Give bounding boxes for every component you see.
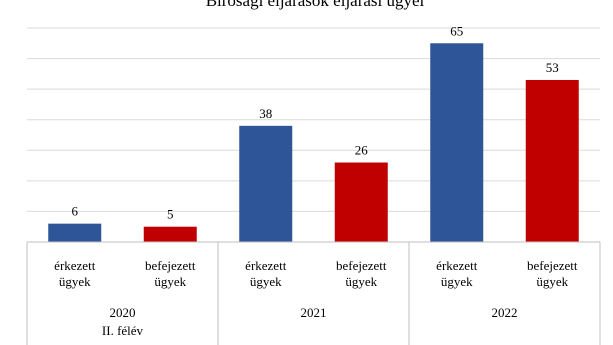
bar xyxy=(48,223,102,242)
group-label: II. félév xyxy=(102,323,144,338)
gridlines xyxy=(27,27,600,212)
category-label: befejezett xyxy=(527,258,578,273)
data-label: 38 xyxy=(259,106,272,121)
category-label: ügyek xyxy=(345,274,377,289)
category-label: ügyek xyxy=(536,274,568,289)
category-label: befejezett xyxy=(145,258,196,273)
data-label: 6 xyxy=(72,204,79,219)
category-label: ügyek xyxy=(59,274,91,289)
data-label: 26 xyxy=(355,143,369,158)
group-label: 2020 xyxy=(110,305,136,320)
data-label: 53 xyxy=(546,60,559,75)
category-label: érkezett xyxy=(245,258,287,273)
chart-title: Bírósági eljárások eljárási ügyei xyxy=(206,0,425,10)
bar xyxy=(239,125,293,242)
data-label: 5 xyxy=(167,207,174,222)
category-label: ügyek xyxy=(441,274,473,289)
bar xyxy=(334,162,388,242)
category-label: érkezett xyxy=(436,258,478,273)
category-label: érkezett xyxy=(54,258,96,273)
group-label: 2022 xyxy=(492,305,518,320)
category-label: ügyek xyxy=(154,274,186,289)
category-label: befejezett xyxy=(336,258,387,273)
bar xyxy=(430,43,484,243)
group-label: 2021 xyxy=(301,305,327,320)
bar xyxy=(525,79,579,242)
category-label: ügyek xyxy=(250,274,282,289)
data-label: 65 xyxy=(450,23,463,38)
bar xyxy=(143,226,197,242)
